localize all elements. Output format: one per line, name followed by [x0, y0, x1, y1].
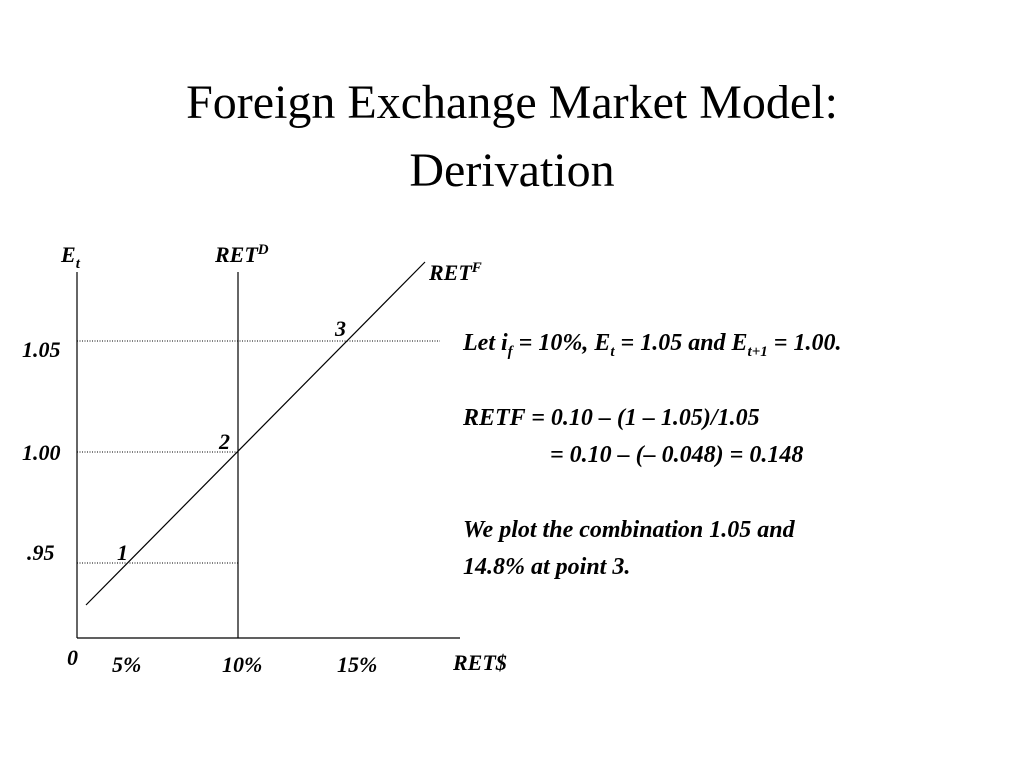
x-tick-label: 10%: [222, 652, 262, 677]
y-tick-label: 1.05: [22, 337, 61, 362]
note-part: = 10%, E: [513, 330, 611, 356]
note-part: = 1.05 and E: [615, 330, 748, 356]
origin-label: 0: [67, 645, 78, 670]
x-axis-label: RET$: [452, 650, 507, 675]
point-label: 1: [117, 540, 128, 565]
ret-f-label: RETF: [428, 260, 482, 285]
note-retf: = 0.10 – (– 0.048) = 0.148: [550, 442, 803, 468]
label-sup: D: [257, 242, 269, 258]
y-tick-label: 1.00: [22, 440, 61, 465]
title-line: Derivation: [409, 144, 614, 197]
ret-d-label: RETD: [214, 242, 269, 267]
label-sup: F: [471, 260, 482, 276]
note-sub: t+1: [748, 344, 768, 360]
label-base: RET: [428, 260, 473, 285]
note-plot: 14.8% at point 3.: [463, 554, 630, 580]
note-sub: f: [508, 344, 515, 360]
note-part: Let i: [462, 330, 508, 356]
label-sub: t: [76, 256, 81, 272]
note-sub: t: [610, 344, 615, 360]
ret-f-line: [85, 261, 426, 606]
point-label: 3: [334, 316, 346, 341]
label-base: RET: [214, 242, 259, 267]
y-axis-label: Et: [60, 242, 81, 272]
label-base: E: [60, 242, 76, 267]
note-part: = 1.00.: [768, 330, 842, 356]
x-tick-label: 15%: [337, 652, 377, 677]
note-plot: We plot the combination 1.05 and: [463, 517, 796, 543]
x-tick-label: 5%: [112, 652, 141, 677]
note-retf: RETF = 0.10 – (1 – 1.05)/1.05: [462, 405, 760, 431]
note-let: Let if = 10%, Et = 1.05 and Et+1 = 1.00.: [462, 330, 841, 360]
point-label: 2: [218, 429, 230, 454]
y-tick-label: .95: [27, 540, 55, 565]
title-line: Foreign Exchange Market Model:: [186, 76, 838, 129]
